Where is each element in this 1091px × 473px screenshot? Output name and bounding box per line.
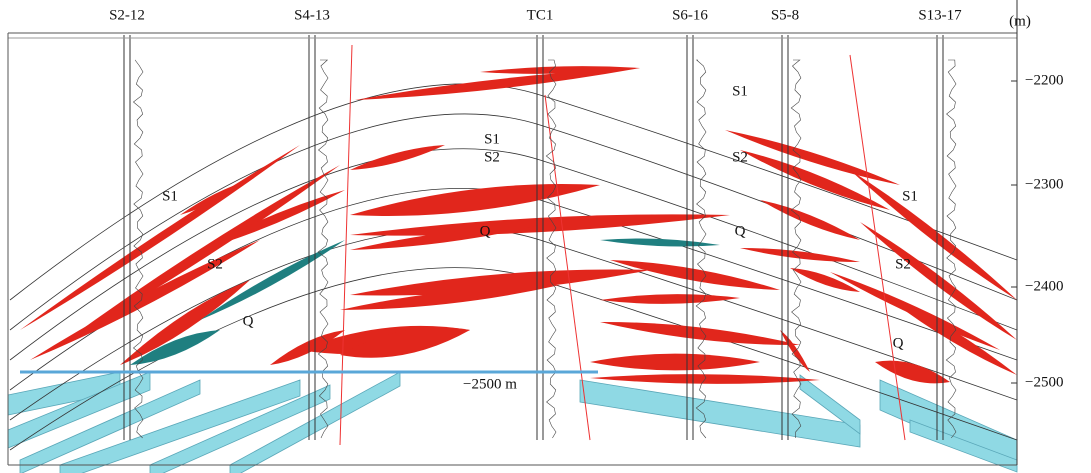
horizon-label: S2 xyxy=(484,149,500,165)
horizon-label: Q xyxy=(735,223,746,239)
axis-unit: (m) xyxy=(1009,13,1031,29)
well-name: S5-8 xyxy=(771,7,799,23)
horizon-label: Q xyxy=(893,335,904,351)
contact-label: −2500 m xyxy=(463,376,517,392)
well-name: S6-16 xyxy=(672,7,708,23)
well-name: S2-12 xyxy=(109,7,145,23)
horizon-label: S1 xyxy=(902,188,918,204)
horizon-label: S2 xyxy=(207,256,223,272)
horizon-label: Q xyxy=(243,313,254,329)
well-name: TC1 xyxy=(527,7,554,23)
horizon-label: Q xyxy=(480,223,491,239)
horizon-label: S2 xyxy=(732,149,748,165)
horizon-label: S1 xyxy=(484,131,500,147)
well-name: S4-13 xyxy=(294,7,330,23)
cross-section: S2-12 S4-13 TC1 S6-16 S5-8 S13-17 (m) −2200 −230… xyxy=(0,0,1091,473)
axis-tick-label: −2500 xyxy=(1025,374,1063,390)
axis-tick-label: −2300 xyxy=(1025,176,1063,192)
horizon-label: S1 xyxy=(732,83,748,99)
axis-tick-label: −2200 xyxy=(1025,72,1063,88)
well-name: S13-17 xyxy=(918,7,962,23)
horizon-label: S1 xyxy=(162,188,178,204)
axis-tick-label: −2400 xyxy=(1025,278,1063,294)
horizon-label: S2 xyxy=(895,256,911,272)
